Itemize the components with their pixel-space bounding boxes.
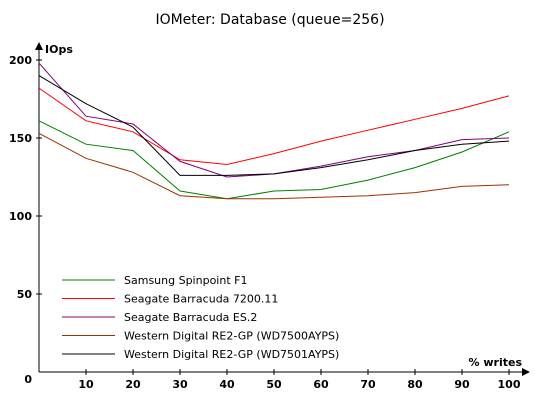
y-tick-label: 150 bbox=[9, 132, 32, 145]
y-axis-label: IOps bbox=[45, 43, 73, 56]
series-lines bbox=[38, 62, 510, 200]
x-axis-label: % writes bbox=[469, 356, 523, 369]
x-tick-label: 80 bbox=[407, 378, 423, 391]
x-tick-label: 40 bbox=[219, 378, 235, 391]
y-tick-label: 0 bbox=[24, 373, 32, 386]
x-tick-label: 30 bbox=[172, 378, 188, 391]
legend-entry: Seagate Barracuda ES.2 bbox=[124, 311, 257, 324]
legend: Samsung Spinpoint F1 Seagate Barracuda 72… bbox=[62, 274, 339, 361]
tick-labels: 0 50 100 150 200 10 20 30 40 50 60 70 80 90 100 bbox=[9, 54, 521, 391]
x-tick-label: 20 bbox=[125, 378, 141, 391]
y-axis-arrow bbox=[35, 42, 43, 50]
y-tick-label: 200 bbox=[9, 54, 32, 67]
series-line-2 bbox=[38, 87, 510, 166]
series-line-4 bbox=[38, 132, 510, 200]
legend-entry: Samsung Spinpoint F1 bbox=[124, 274, 247, 287]
chart-title: IOMeter: Database (queue=256) bbox=[155, 12, 384, 28]
x-axis-arrow bbox=[522, 368, 530, 376]
series-line-5 bbox=[38, 75, 510, 176]
legend-entry: Western Digital RE2-GP (WD7500AYPS) bbox=[124, 330, 339, 343]
y-tick-label: 50 bbox=[17, 288, 33, 301]
x-tick-label: 100 bbox=[498, 378, 521, 391]
legend-entry: Seagate Barracuda 7200.11 bbox=[124, 293, 278, 306]
legend-entry: Western Digital RE2-GP (WD7501AYPS) bbox=[124, 348, 339, 361]
x-tick-label: 60 bbox=[313, 378, 329, 391]
y-tick-label: 100 bbox=[9, 210, 32, 223]
axes bbox=[35, 42, 530, 376]
x-tick-label: 50 bbox=[266, 378, 282, 391]
x-tick-label: 10 bbox=[78, 378, 94, 391]
x-tick-label: 90 bbox=[454, 378, 470, 391]
x-tick-label: 70 bbox=[360, 378, 376, 391]
series-line-1 bbox=[38, 120, 510, 200]
